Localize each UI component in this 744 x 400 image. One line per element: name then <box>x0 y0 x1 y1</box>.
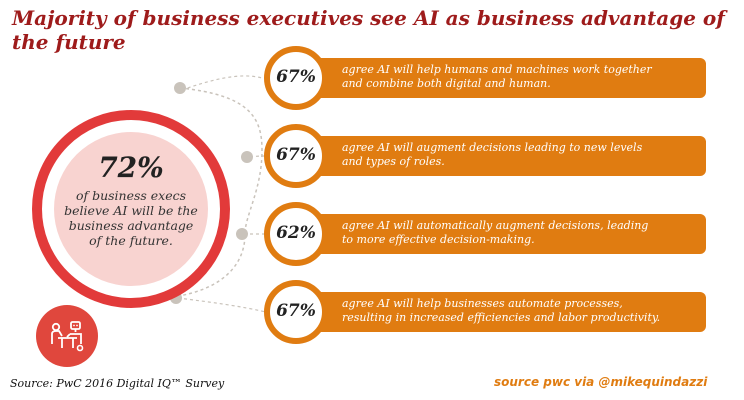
stat-percent: 67% <box>276 145 316 165</box>
stat-percent: 67% <box>276 67 316 87</box>
main-stat-circle: 72% of business execs believe AI will be… <box>32 110 230 308</box>
connector-dot <box>174 82 186 94</box>
stat-text: agree AI will help humans and machines w… <box>342 63 702 91</box>
stat-percent-circle: 67% <box>264 124 328 188</box>
stat-line-2: to more effective decision-making. <box>342 233 535 246</box>
source-citation: Source: PwC 2016 Digital IQ™ Survey <box>10 377 225 390</box>
main-stat-inner: 72% of business execs believe AI will be… <box>54 132 208 286</box>
stat-bar: agree AI will augment decisions leading … <box>288 136 706 176</box>
stat-text: agree AI will augment decisions leading … <box>342 141 702 169</box>
stat-percent: 67% <box>276 301 316 321</box>
page-title: Majority of business executives see AI a… <box>12 6 725 54</box>
stat-percent-circle: 67% <box>264 46 328 110</box>
stat-percent-circle: 62% <box>264 202 328 266</box>
stat-bar: agree AI will help businesses automate p… <box>288 292 706 332</box>
human-and-robot-working-icon <box>36 305 98 367</box>
stat-line-2: resulting in increased efficiencies and … <box>342 311 661 324</box>
connector-dot <box>236 228 248 240</box>
stat-bar: agree AI will automatically augment deci… <box>288 214 706 254</box>
main-stat-percent: 72% <box>98 151 164 184</box>
stat-text: agree AI will automatically augment deci… <box>342 219 702 247</box>
stat-line-1: agree AI will help humans and machines w… <box>342 63 652 76</box>
source-credit: source pwc via @mikequindazzi <box>494 375 708 389</box>
stat-bar: agree AI will help humans and machines w… <box>288 58 706 98</box>
stat-line-2: and types of roles. <box>342 155 445 168</box>
stat-percent-circle: 67% <box>264 280 328 344</box>
stat-line-1: agree AI will automatically augment deci… <box>342 219 649 232</box>
stat-text: agree AI will help businesses automate p… <box>342 297 702 325</box>
main-stat-description: of business execs believe AI will be the… <box>64 188 198 248</box>
connector-dot <box>241 151 253 163</box>
stat-percent: 62% <box>276 223 316 243</box>
stat-line-1: agree AI will augment decisions leading … <box>342 141 643 154</box>
stat-line-2: and combine both digital and human. <box>342 77 551 90</box>
stat-line-1: agree AI will help businesses automate p… <box>342 297 623 310</box>
